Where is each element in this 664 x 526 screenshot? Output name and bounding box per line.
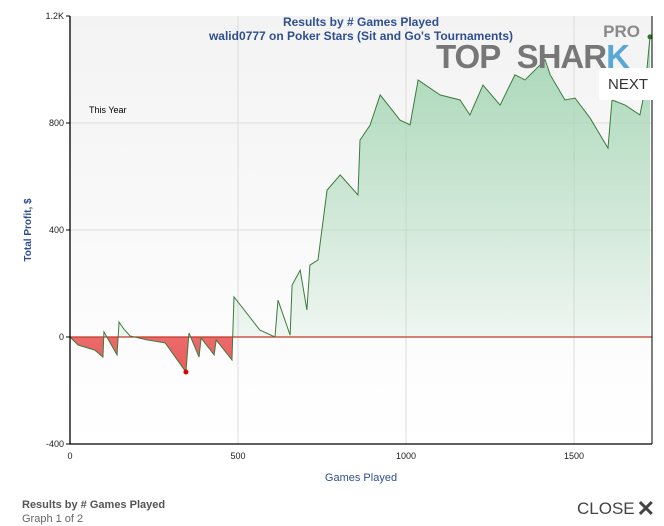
y-tick-label: -400 [46, 439, 64, 449]
close-button[interactable]: CLOSE ✕ [577, 496, 656, 521]
axes [69, 16, 652, 445]
y-tick-label: 1.2K [45, 11, 64, 21]
logo-pro: PRO [603, 22, 640, 41]
logo-top: TOP [436, 38, 501, 75]
profit-line [69, 36, 651, 374]
footer-title: Results by # Games Played [22, 499, 166, 511]
chart-title: Results by # Games Played [282, 15, 440, 29]
y-tick-label: 0 [59, 332, 64, 342]
last-point [647, 34, 653, 40]
annotation: This Year [89, 105, 127, 115]
next-button[interactable]: NEXT [599, 68, 657, 100]
x-tick-label: 500 [230, 451, 245, 461]
min-point [183, 369, 189, 375]
close-label: CLOSE [577, 499, 635, 518]
x-axis-label: Games Played [325, 472, 397, 484]
topshark-logo: PRO TOP SHARK [436, 22, 646, 82]
chart-subtitle: walid0777 on Poker Stars (Sit and Go's T… [208, 29, 514, 43]
logo-shark: SHAR [516, 38, 608, 75]
logo-k: K [606, 38, 630, 75]
y-tick-label: 800 [49, 118, 64, 128]
x-tick-label: 1500 [564, 451, 584, 461]
y-tick-label: 400 [49, 225, 64, 235]
x-tick-label: 0 [67, 451, 72, 461]
x-icon: ✕ [636, 496, 656, 521]
x-tick-label: 1000 [396, 451, 416, 461]
positive-area [70, 36, 650, 337]
y-axis-label: Total Profit, $ [23, 198, 34, 262]
footer-page: Graph 1 of 2 [22, 513, 84, 525]
